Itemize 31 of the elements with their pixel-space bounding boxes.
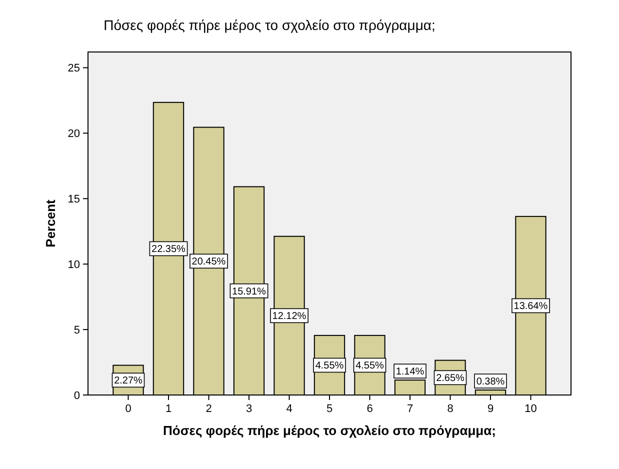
data-label: 2.27%: [114, 376, 143, 387]
x-tick-label: 9: [487, 403, 494, 415]
data-label: 22.35%: [152, 244, 186, 256]
data-label: 12.12%: [272, 311, 306, 322]
y-axis-title: Percent: [43, 198, 58, 248]
data-label: 4.55%: [315, 360, 344, 372]
y-tick-label: 25: [68, 62, 80, 75]
data-label: 1.14%: [396, 366, 424, 378]
x-axis-title: Πόσες φορές πήρε μέρος το σχολείο στο πρόγραμμα;: [163, 423, 496, 438]
data-label: 0.38%: [476, 376, 505, 388]
x-tick-label: 6: [366, 403, 373, 415]
x-tick-label: 0: [125, 403, 132, 415]
y-tick-label: 5: [74, 324, 80, 337]
x-tick-label: 5: [326, 403, 333, 415]
x-tick-label: 3: [246, 403, 252, 415]
y-tick-label: 10: [68, 259, 80, 272]
x-tick-label: 2: [206, 403, 212, 415]
y-tick-label: 0: [74, 390, 80, 402]
y-tick-label: 15: [68, 194, 80, 206]
x-tick-label: 10: [524, 403, 537, 415]
x-tick-label: 7: [406, 403, 414, 415]
data-label: 2.65%: [436, 373, 465, 384]
chart-title: Πόσες φορές πήρε μέρος το σχολείο στο πρόγραμμα;: [104, 17, 436, 33]
y-tick-label: 20: [68, 128, 80, 140]
x-tick-label: 8: [447, 403, 454, 415]
x-tick-label: 4: [286, 403, 292, 415]
data-label: 20.45%: [192, 256, 226, 268]
x-tick-label: 1: [165, 403, 172, 415]
data-label: 15.91%: [232, 286, 266, 298]
data-label: 4.55%: [356, 360, 384, 372]
data-label: 13.64%: [514, 301, 548, 312]
